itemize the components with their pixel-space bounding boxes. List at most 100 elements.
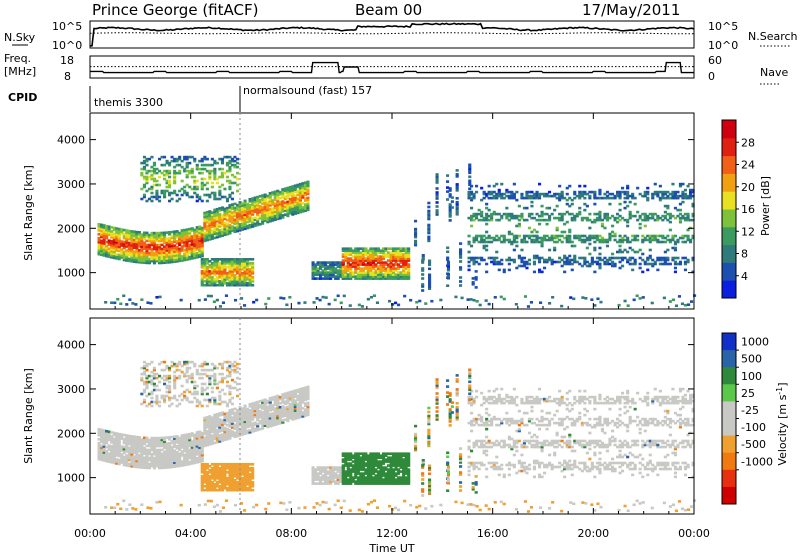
power-cell <box>525 190 529 194</box>
power-cell <box>208 195 212 199</box>
power-cell <box>168 183 172 187</box>
velocity-cell <box>180 440 184 443</box>
velocity-cell <box>200 445 204 449</box>
power-cell <box>512 192 516 196</box>
power-cell <box>225 212 230 216</box>
velocity-cell <box>185 437 189 440</box>
velocity-cell <box>145 364 149 368</box>
power-cell <box>160 251 164 255</box>
velocity-cell <box>218 420 222 423</box>
power-cell <box>246 276 250 279</box>
power-cell <box>575 214 579 218</box>
power-cell <box>381 265 386 268</box>
velocity-cell <box>296 394 300 398</box>
power-cell <box>150 253 154 257</box>
velocity-cell <box>185 447 189 450</box>
power-cell <box>394 263 398 266</box>
velocity-cell <box>266 417 270 421</box>
velocity-cell <box>173 378 177 382</box>
power-colorbar-swatch <box>722 173 736 192</box>
power-cell <box>583 184 587 188</box>
power-cell <box>348 304 352 307</box>
velocity-cell <box>271 424 275 427</box>
velocity-cell <box>273 421 277 424</box>
power-cell <box>691 214 695 218</box>
power-cell <box>125 245 129 248</box>
power-cell <box>233 222 237 226</box>
power-cell <box>618 266 622 270</box>
velocity-cell <box>175 376 179 380</box>
power-cell <box>359 269 363 272</box>
power-cell <box>435 177 439 180</box>
power-cell <box>132 250 136 253</box>
velocity-cell <box>107 430 111 434</box>
power-cell <box>215 276 219 279</box>
power-cell <box>193 248 197 252</box>
power-cell <box>472 256 476 260</box>
power-cell <box>653 218 657 222</box>
velocity-cell <box>173 394 177 398</box>
power-cell <box>268 207 272 211</box>
power-cell <box>210 237 214 240</box>
power-cell <box>633 250 637 254</box>
velocity-cell <box>233 370 237 374</box>
power-cell <box>246 272 250 275</box>
velocity-cell <box>203 430 207 434</box>
power-cell <box>641 270 645 274</box>
power-cell <box>673 192 678 196</box>
velocity-cell <box>102 457 106 460</box>
velocity-cell <box>200 392 204 396</box>
velocity-cell <box>183 396 187 400</box>
power-cell <box>605 244 610 248</box>
power-cell <box>329 273 333 276</box>
power-cell <box>435 205 439 208</box>
velocity-cell <box>236 422 240 426</box>
power-cell <box>394 261 398 264</box>
power-cell <box>407 277 411 280</box>
power-cell <box>563 254 567 258</box>
power-cell <box>125 231 129 234</box>
velocity-cell <box>268 409 272 412</box>
power-cell <box>563 212 567 216</box>
power-cell <box>210 276 214 279</box>
velocity-cell <box>228 417 232 420</box>
power-cell <box>243 207 247 211</box>
velocity-cell <box>273 409 277 412</box>
power-cell <box>369 247 373 250</box>
power-cell <box>392 249 396 252</box>
velocity-cell <box>165 456 169 459</box>
velocity-cell <box>140 448 144 451</box>
power-cell <box>223 227 227 231</box>
power-cell <box>691 212 695 216</box>
power-cell <box>180 239 184 242</box>
velocity-cell <box>225 427 230 431</box>
velocity-cell <box>273 411 277 414</box>
velocity-cell <box>200 457 204 461</box>
power-cell <box>256 221 260 225</box>
power-cell <box>253 216 257 220</box>
power-cell <box>215 264 219 267</box>
velocity-cell <box>193 447 197 451</box>
power-cell <box>303 185 308 188</box>
power-cell <box>127 245 131 249</box>
power-cell <box>102 246 106 249</box>
power-cell <box>225 226 230 230</box>
power-cell <box>233 280 237 283</box>
power-cell <box>359 263 363 266</box>
power-cell <box>613 196 617 200</box>
velocity-cell <box>198 436 202 439</box>
velocity-cell <box>152 452 157 456</box>
power-cell <box>145 199 149 203</box>
velocity-cell <box>248 423 252 426</box>
power-cell <box>140 259 144 262</box>
power-cell <box>510 216 514 220</box>
velocity-cell <box>97 451 101 455</box>
power-cell <box>145 253 149 257</box>
power-cell <box>326 261 330 264</box>
power-cell <box>213 270 217 273</box>
power-cell <box>668 216 672 220</box>
power-cell <box>570 216 574 220</box>
velocity-cell <box>127 462 131 466</box>
power-cell <box>394 301 398 305</box>
velocity-cell <box>155 396 159 400</box>
